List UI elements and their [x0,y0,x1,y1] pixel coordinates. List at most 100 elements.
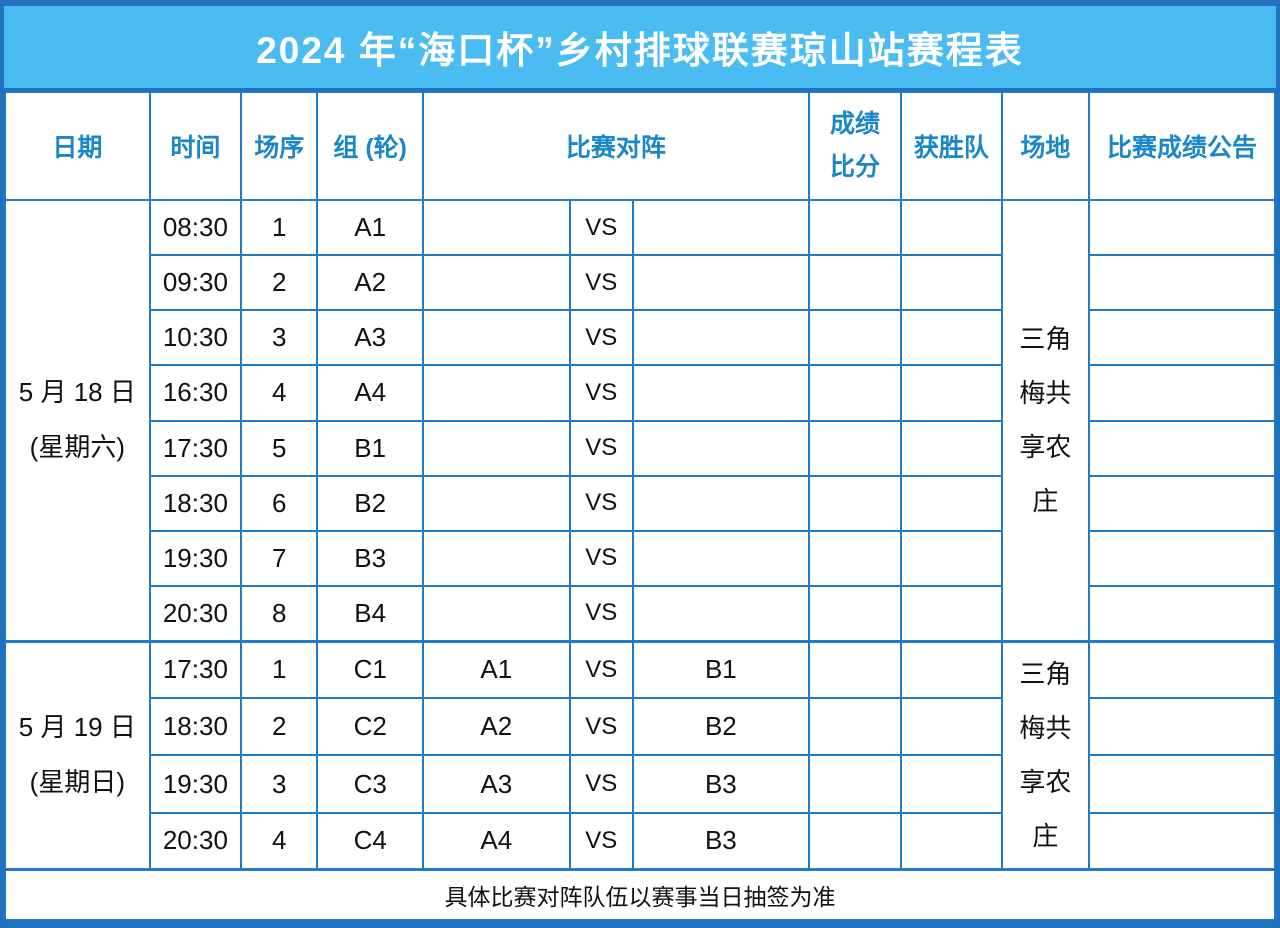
notice-cell [1088,364,1276,422]
team1-cell [421,198,571,257]
venue-cell-day1: 三角梅共享农庄 [1000,198,1091,643]
team1-cell: A4 [421,811,571,871]
winner-cell [900,754,1003,814]
table-row: 20:30 4 C4 A4 VS B3 [5,811,1276,871]
team1-cell [421,584,571,643]
header-time: 时间 [148,91,243,201]
team2-cell [631,419,810,477]
vs-cell: VS [568,254,634,312]
notice-cell [1088,529,1276,587]
score-cell [807,584,903,643]
table-row: 18:30 6 B2 VS [5,474,1276,532]
vs-cell: VS [568,754,634,814]
table-row: 10:30 3 A3 VS [5,309,1276,367]
team1-cell [421,364,571,422]
winner-cell [900,198,1003,257]
winner-cell [900,474,1003,532]
winner-cell [900,639,1003,700]
notice-cell [1088,419,1276,477]
team2-cell [631,584,810,643]
footer-row: 具体比赛对阵队伍以赛事当日抽签为准 [4,868,1276,922]
table-row: 18:30 2 C2 A2 VS B2 [5,697,1276,757]
score-cell [807,474,903,532]
winner-cell [900,811,1003,871]
table-row: 19:30 3 C3 A3 VS B3 [5,754,1276,814]
header-score-line1: 成绩 [829,110,880,138]
date-line1: 5 月 19 日 [18,712,136,743]
order-cell: 3 [240,754,319,814]
header-row: 日期 时间 场序 组 (轮) 比赛对阵 成绩 比分 获胜队 场地 比赛成绩公告 [4,91,1276,201]
team2-cell: B1 [631,639,810,700]
group-cell: A4 [316,364,424,422]
time-cell: 19:30 [148,754,243,814]
winner-cell [900,584,1003,643]
time-cell: 09:30 [148,254,243,312]
order-cell: 4 [240,364,319,422]
header-date: 日期 [4,91,151,201]
venue-cell-day2: 三角梅共享农庄 [1000,639,1091,871]
group-cell: B3 [316,529,424,587]
score-cell [807,697,903,757]
venue-text: 三角梅共享农庄 [1019,659,1072,852]
time-cell: 08:30 [148,198,243,257]
team2-cell [631,529,810,587]
table-row: 09:30 2 A2 VS [5,254,1276,312]
header-venue: 场地 [1000,91,1091,201]
time-cell: 17:30 [148,639,243,700]
group-cell: A3 [316,309,424,367]
team1-cell [421,474,571,532]
winner-cell [900,697,1003,757]
table-row: 17:30 5 B1 VS [5,419,1276,477]
order-cell: 2 [240,254,319,312]
date-cell-day1: 5 月 18 日 (星期六) [4,198,151,643]
group-cell: C3 [316,754,424,814]
winner-cell [900,419,1003,477]
vs-cell: VS [568,811,634,871]
date-line2: (星期六) [29,432,125,463]
team2-cell [631,254,810,312]
score-cell [807,529,903,587]
team2-cell [631,474,810,532]
team1-cell [421,529,571,587]
vs-cell: VS [568,364,634,422]
table-row: 16:30 4 A4 VS [5,364,1276,422]
order-cell: 8 [240,584,319,643]
team1-cell [421,419,571,477]
notice-cell [1088,254,1276,312]
notice-cell [1088,697,1276,757]
group-cell: B4 [316,584,424,643]
vs-cell: VS [568,584,634,643]
time-cell: 10:30 [148,309,243,367]
vs-cell: VS [568,474,634,532]
team1-cell [421,309,571,367]
date-cell-day2: 5 月 19 日 (星期日) [4,639,151,871]
team1-cell: A1 [421,639,571,700]
table-row: 19:30 7 B3 VS [5,529,1276,587]
notice-cell [1088,474,1276,532]
header-order: 场序 [240,91,319,201]
team2-cell [631,364,810,422]
venue-text: 三角梅共享农庄 [1019,324,1072,517]
footer-note: 具体比赛对阵队伍以赛事当日抽签为准 [4,868,1276,922]
score-cell [807,309,903,367]
time-cell: 20:30 [148,811,243,871]
vs-cell: VS [568,697,634,757]
team2-cell: B3 [631,754,810,814]
table-row: 5 月 18 日 (星期六) 08:30 1 A1 VS 三角梅共享农庄 [4,198,1276,643]
header-score-line2: 比分 [829,153,880,181]
vs-cell: VS [568,198,634,257]
team1-cell [421,254,571,312]
time-cell: 18:30 [148,697,243,757]
time-cell: 20:30 [148,584,243,643]
date-line1: 5 月 18 日 [18,377,136,408]
winner-cell [900,529,1003,587]
winner-cell [900,254,1003,312]
order-cell: 1 [240,198,319,257]
score-cell [807,754,903,814]
header-winner: 获胜队 [900,91,1003,201]
table-row: 5 月 19 日 (星期日) 17:30 1 C1 A1 VS B1 三角梅共享… [4,639,1276,871]
group-cell: B2 [316,474,424,532]
winner-cell [900,364,1003,422]
team2-cell [631,198,810,257]
header-group: 组 (轮) [316,91,424,201]
